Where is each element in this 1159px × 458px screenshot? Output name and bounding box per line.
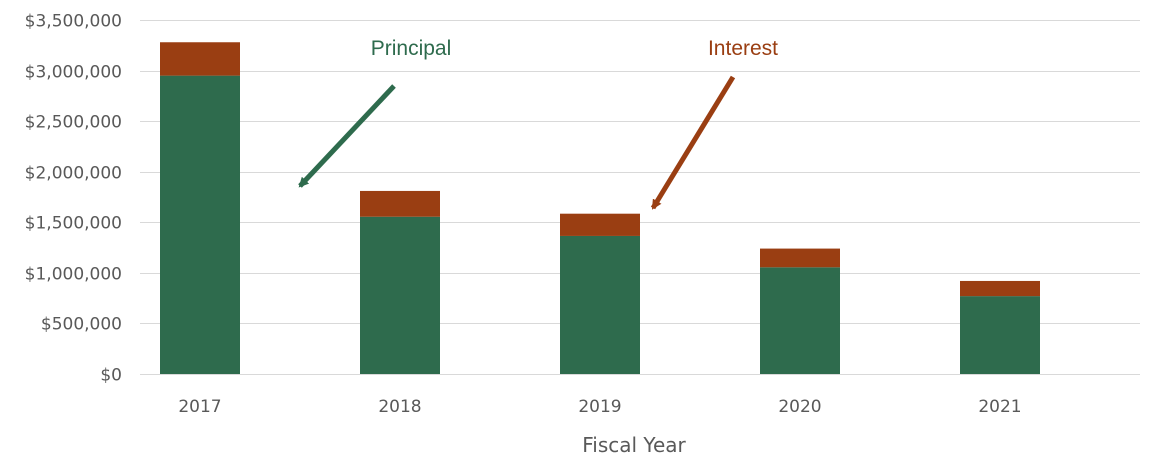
principal-annotation-label: Principal xyxy=(371,37,452,60)
y-tick-label: $3,500,000 xyxy=(25,12,122,32)
bar-principal-2019 xyxy=(560,235,640,374)
bar-principal-2018 xyxy=(360,216,440,374)
x-tick-label: 2018 xyxy=(378,397,421,417)
x-tick-label: 2017 xyxy=(178,397,221,417)
x-tick-label: 2020 xyxy=(778,397,821,417)
y-tick-label: $500,000 xyxy=(41,315,122,335)
bar-interest-2019 xyxy=(560,213,640,236)
x-axis-tick-labels: 2017 2018 2019 2020 2021 xyxy=(178,397,1021,417)
bar-interest-2018 xyxy=(360,190,440,217)
bar-principal-2017 xyxy=(160,75,240,374)
bar-interest-2020 xyxy=(760,248,840,268)
bar-principal-2021 xyxy=(960,296,1040,374)
interest-annotation-arrow xyxy=(650,75,736,210)
bars xyxy=(160,42,1040,374)
bar-interest-2021 xyxy=(960,280,1040,297)
principal-annotation-arrow xyxy=(298,84,396,188)
y-axis-tick-labels: $0 $500,000 $1,000,000 $1,500,000 $2,000,000… xyxy=(25,12,122,386)
bar-interest-2017 xyxy=(160,42,240,76)
y-tick-label: $0 xyxy=(100,366,122,386)
interest-annotation-label: Interest xyxy=(708,37,778,60)
x-tick-label: 2019 xyxy=(578,397,621,417)
x-axis-title: Fiscal Year xyxy=(582,433,686,457)
y-tick-label: $1,500,000 xyxy=(25,214,122,234)
y-tick-label: $2,500,000 xyxy=(25,113,122,133)
y-tick-label: $3,000,000 xyxy=(25,63,122,83)
bar-principal-2020 xyxy=(760,267,840,374)
y-tick-label: $2,000,000 xyxy=(25,164,122,184)
y-tick-label: $1,000,000 xyxy=(25,265,122,285)
x-tick-label: 2021 xyxy=(978,397,1021,417)
